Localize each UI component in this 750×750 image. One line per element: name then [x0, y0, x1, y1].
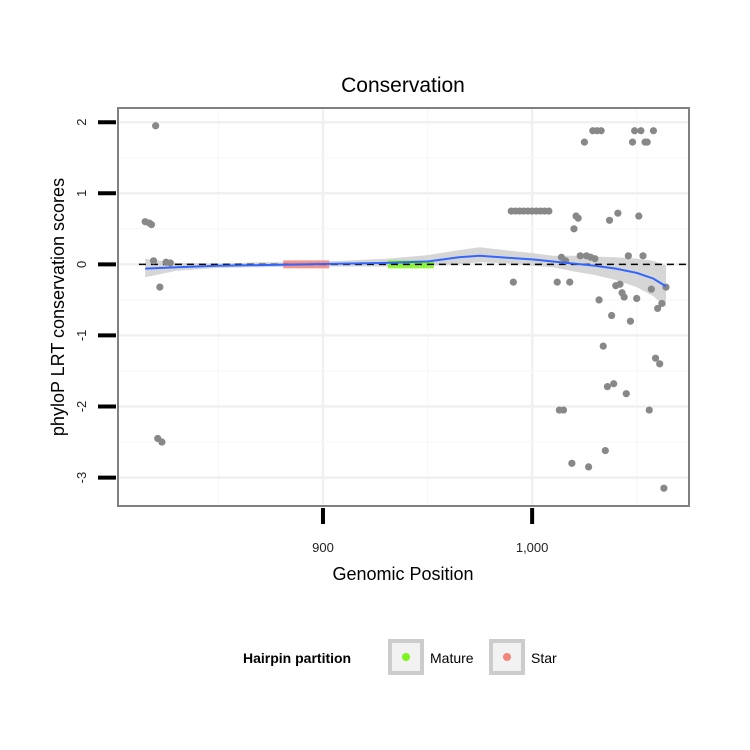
- data-point: [509, 278, 517, 286]
- data-point: [643, 138, 651, 146]
- data-point: [152, 122, 160, 130]
- legend-label-mature: Mature: [430, 650, 474, 666]
- data-point: [647, 285, 655, 293]
- highlight-mature: [387, 260, 434, 269]
- data-point: [637, 127, 645, 135]
- data-point: [559, 406, 568, 414]
- data-point: [156, 283, 164, 291]
- y-tick-label: 0: [74, 261, 89, 268]
- smooth-ribbon: [145, 247, 666, 307]
- data-point: [649, 127, 658, 135]
- x-tick-label: 900: [312, 540, 334, 555]
- data-point: [660, 484, 668, 492]
- data-point: [624, 252, 632, 260]
- data-point: [576, 252, 584, 260]
- legend-dot-mature: [402, 653, 410, 661]
- data-point: [658, 299, 666, 308]
- legend-label-star: Star: [531, 650, 557, 666]
- data-point: [633, 294, 641, 303]
- data-point: [631, 127, 639, 135]
- y-tick-label: 1: [74, 190, 89, 197]
- data-point: [585, 463, 593, 471]
- plot-background: [118, 108, 689, 506]
- x-axis-title: Genomic Position: [332, 564, 473, 584]
- data-point: [591, 255, 599, 263]
- y-tick-label: -1: [74, 330, 89, 342]
- data-point: [654, 304, 662, 313]
- legend-item-mature: Mature: [388, 639, 474, 675]
- data-point: [566, 278, 574, 286]
- x-axis: 900 1,000: [312, 508, 548, 555]
- data-point: [620, 293, 628, 301]
- data-point: [614, 209, 622, 217]
- x-tick-label: 1,000: [516, 540, 549, 555]
- data-point: [147, 220, 156, 229]
- data-point: [656, 360, 664, 368]
- data-point: [553, 278, 561, 286]
- data-point: [158, 438, 166, 446]
- data-point: [610, 380, 618, 388]
- data-point: [605, 216, 614, 224]
- data-point: [639, 252, 647, 260]
- data-point: [628, 138, 637, 146]
- legend-dot-star: [503, 653, 511, 661]
- data-point: [568, 459, 576, 467]
- data-point: [651, 354, 660, 362]
- data-point: [601, 446, 609, 455]
- y-tick-label: -3: [74, 472, 89, 484]
- data-point: [149, 257, 158, 265]
- data-point: [574, 214, 582, 222]
- plot-border: [117, 107, 690, 507]
- data-point: [597, 127, 605, 135]
- data-point: [645, 406, 653, 414]
- points-layer: [141, 122, 670, 492]
- data-point: [608, 311, 616, 320]
- data-point: [603, 383, 612, 391]
- legend-title: Hairpin partition: [243, 650, 351, 666]
- chart-title: Conservation: [341, 74, 465, 97]
- data-point: [580, 138, 589, 146]
- data-point: [599, 342, 607, 350]
- data-point: [570, 225, 578, 233]
- data-point: [166, 259, 174, 267]
- legend: Hairpin partition Mature Star: [243, 639, 557, 675]
- smooth-line: [145, 254, 667, 288]
- data-point: [545, 207, 553, 215]
- data-point: [622, 390, 630, 398]
- y-axis-title: phyloP LRT conservation scores: [48, 178, 68, 436]
- legend-item-star: Star: [489, 639, 557, 675]
- y-tick-label: 2: [74, 119, 89, 126]
- data-point: [616, 280, 624, 288]
- smooth-ribbon-layer: [145, 247, 666, 307]
- y-axis: -3 -2 -1 0 1 2: [74, 119, 116, 484]
- data-point: [635, 212, 643, 220]
- y-tick-label: -2: [74, 401, 89, 413]
- data-point: [595, 296, 603, 304]
- data-point: [626, 317, 635, 325]
